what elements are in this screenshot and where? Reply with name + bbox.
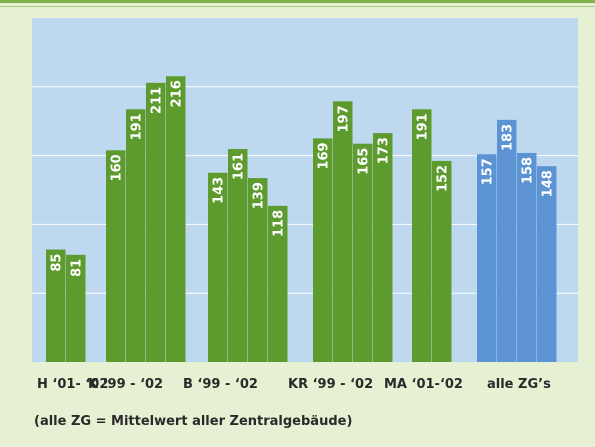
value-label: 157 [481,158,496,185]
value-label: 183 [501,124,516,151]
value-label: 85 [50,254,65,272]
bar [353,143,373,362]
bar [432,160,452,362]
footnote: (alle ZG = Mittelwert aller Zentralgebäu… [34,414,352,429]
value-label: 143 [212,177,227,204]
bar [248,178,268,362]
bar [126,109,146,363]
bar [477,154,497,362]
value-label: 118 [272,210,287,237]
bar [412,109,432,363]
value-label: 211 [150,87,165,114]
bar [208,172,228,362]
bar [333,101,353,362]
value-label: 139 [252,182,267,209]
x-tick-label: H ‘01- ‘02 [37,377,108,392]
bar [146,82,166,362]
bar [46,249,66,362]
value-label: 197 [337,105,352,132]
value-label: 160 [110,154,125,181]
bar [228,148,248,362]
bar [313,138,333,362]
value-label: 173 [377,137,392,164]
value-label: 216 [170,80,185,107]
value-label: 165 [357,148,372,175]
bar [517,152,537,362]
x-tick-label: alle ZG’s [487,377,551,392]
value-label: 191 [130,113,145,140]
value-label: 169 [317,142,332,169]
value-label: 191 [416,113,431,140]
top-border-line [0,6,595,7]
bar [106,150,126,362]
bar [66,254,86,362]
bar [268,205,288,362]
value-label: 81 [70,259,85,277]
value-label: 161 [232,153,247,180]
x-tick-label: MA ‘01-‘02 [384,377,463,392]
bar [537,166,557,362]
value-label: 158 [521,157,536,184]
bar [497,119,517,362]
x-tick-label: K ‘99 - ‘02 [88,377,163,392]
bar [166,76,186,362]
x-tick-label: B ‘99 - ‘02 [183,377,258,392]
bar [373,133,393,362]
top-border [0,0,595,3]
value-label: 152 [436,165,451,192]
x-tick-label: KR ‘99 - ‘02 [288,377,373,392]
value-label: 148 [541,170,556,197]
